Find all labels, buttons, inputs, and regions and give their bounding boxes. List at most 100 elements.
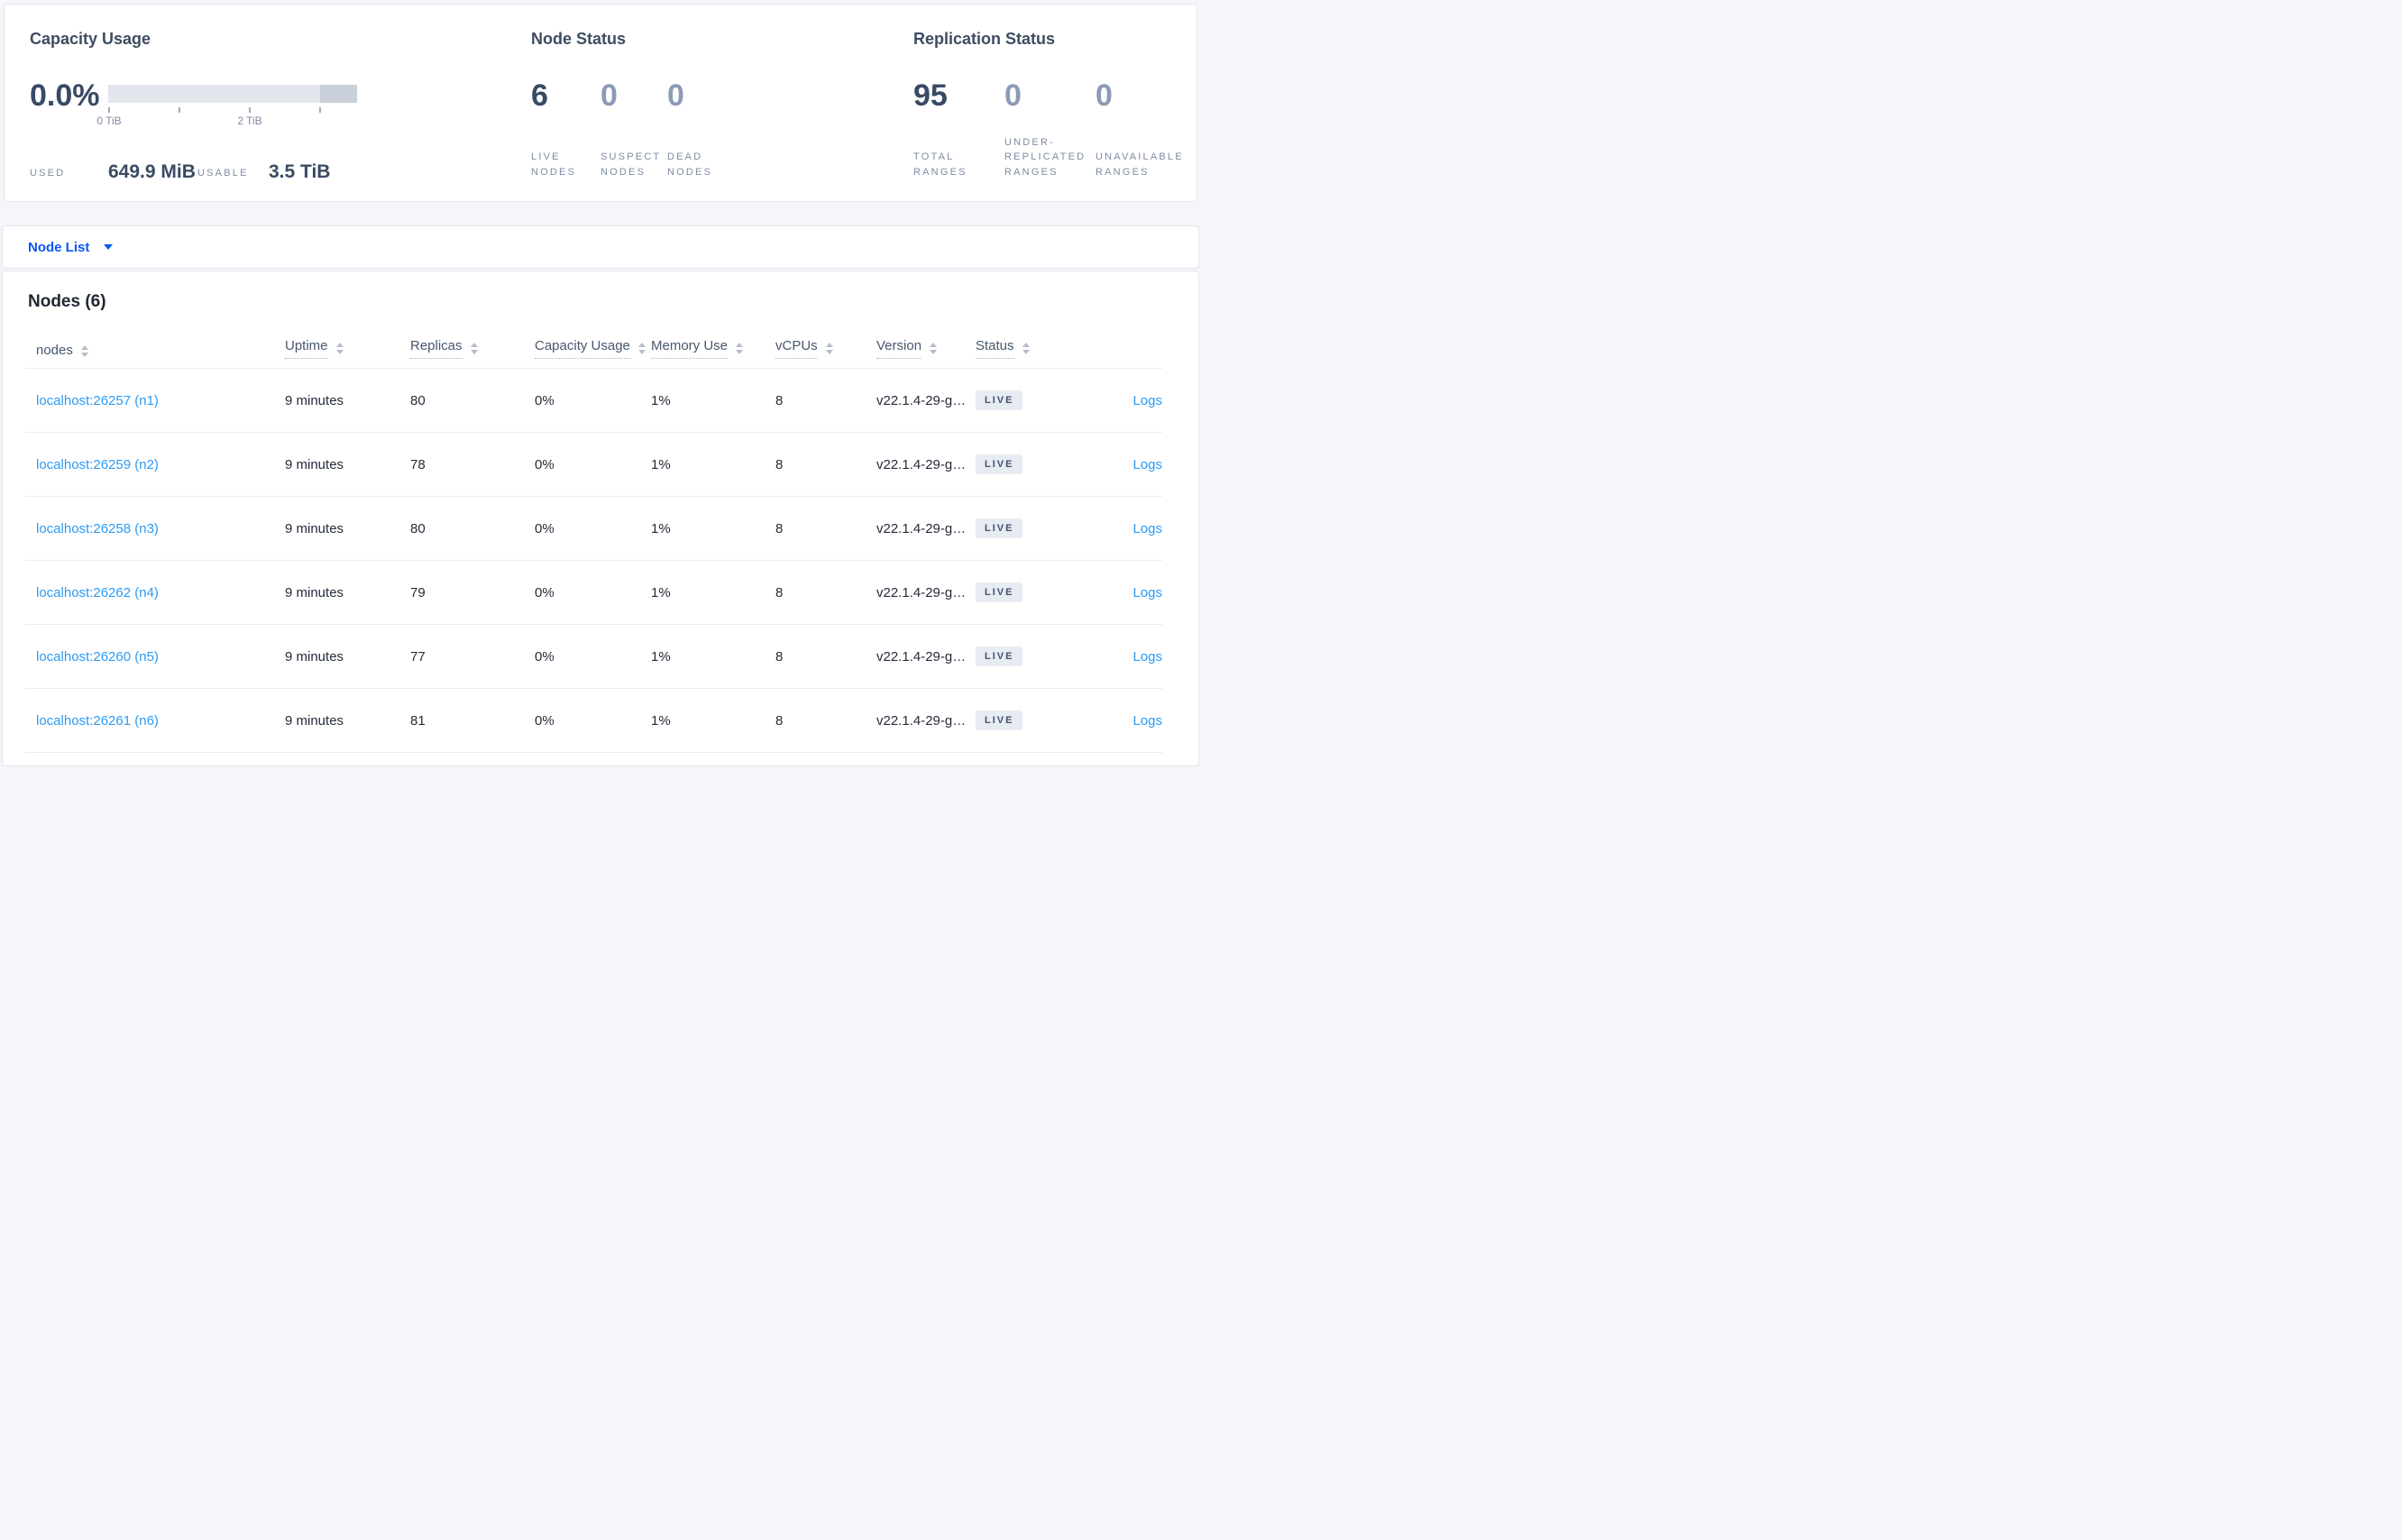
sort-icon [736,343,744,354]
total-ranges-value: 95 [913,78,948,113]
capacity-gauge: 0 TiB 2 TiB [96,85,357,127]
capacity-gauge-bar [108,85,357,103]
sort-icon [335,343,344,354]
sort-icon [1022,343,1030,354]
nodes-table: nodes Uptime Replicas Capacity Usage Mem… [25,329,1162,753]
node-link[interactable]: localhost:26260 (n5) [36,648,159,665]
status-badge: LIVE [976,390,1023,410]
logs-link[interactable]: Logs [1132,584,1162,600]
memory-use-cell: 1% [651,520,671,536]
suspect-nodes-label: SUSPECT NODES [600,151,662,178]
status-badge: LIVE [976,518,1023,538]
memory-use-cell: 1% [651,456,671,472]
version-cell: v22.1.4-29-g… [876,584,967,600]
column-header-capacity-usage[interactable]: Capacity Usage [535,338,651,359]
under-replicated-ranges-value: 0 [1004,78,1022,113]
status-badge: LIVE [976,454,1023,474]
node-link[interactable]: localhost:26262 (n4) [36,584,159,600]
overview-page: Capacity Usage 0.0% 0 TiB 2 TiB USED 649… [0,0,1201,770]
capacity-usage-cell: 0% [535,392,555,408]
total-ranges-label: TOTAL RANGES [913,151,967,178]
dead-nodes-value: 0 [667,78,684,113]
nodes-title: Nodes (6) [28,292,106,311]
capacity-usage-cell: 0% [535,456,555,472]
status-badge: LIVE [976,646,1023,666]
chevron-down-icon [104,244,114,250]
vcpus-cell: 8 [775,456,784,472]
column-header-replicas[interactable]: Replicas [410,338,535,359]
under-replicated-ranges-metric: 0 UNDER- REPLICATED RANGES [1004,80,1113,179]
memory-use-cell: 1% [651,392,671,408]
logs-link[interactable]: Logs [1132,520,1162,536]
vcpus-cell: 8 [775,392,784,408]
live-nodes-label: LIVE NODES [531,151,577,178]
node-link[interactable]: localhost:26257 (n1) [36,392,159,408]
table-row: localhost:26258 (n3) 9 minutes 80 0% 1% … [25,497,1162,561]
replicas-cell: 78 [410,456,426,472]
vcpus-cell: 8 [775,648,784,665]
column-header-status[interactable]: Status [976,338,1067,359]
unavailable-ranges-label: UNAVAILABLE RANGES [1096,151,1184,178]
column-header-nodes[interactable]: nodes [36,343,285,359]
status-badge: LIVE [976,710,1023,730]
node-list-dropdown-label: Node List [28,239,90,255]
replicas-cell: 77 [410,648,426,665]
status-badge: LIVE [976,582,1023,602]
version-cell: v22.1.4-29-g… [876,456,967,472]
sort-icon [637,343,646,354]
suspect-nodes-value: 0 [600,78,618,113]
axis-tick [319,107,321,113]
dead-nodes-metric: 0 DEAD NODES [667,80,775,179]
dead-nodes-label: DEAD NODES [667,151,713,178]
version-cell: v22.1.4-29-g… [876,520,967,536]
capacity-usage-cell: 0% [535,584,555,600]
unavailable-ranges-metric: 0 UNAVAILABLE RANGES [1096,80,1201,179]
node-link[interactable]: localhost:26261 (n6) [36,712,159,729]
vcpus-cell: 8 [775,584,784,600]
cluster-summary-card: Capacity Usage 0.0% 0 TiB 2 TiB USED 649… [4,4,1197,202]
view-selector-card: Node List [2,225,1199,269]
node-status-title: Node Status [531,30,627,48]
uptime-cell: 9 minutes [285,584,344,600]
column-header-uptime[interactable]: Uptime [285,338,410,359]
logs-link[interactable]: Logs [1132,392,1162,408]
axis-tick [179,107,180,113]
capacity-usage-cell: 0% [535,712,555,729]
replicas-cell: 81 [410,712,426,729]
replicas-cell: 80 [410,392,426,408]
node-link[interactable]: localhost:26259 (n2) [36,456,159,472]
column-header-version[interactable]: Version [876,338,976,359]
table-row: localhost:26262 (n4) 9 minutes 79 0% 1% … [25,561,1162,625]
axis-tick [108,107,110,113]
column-header-memory-use[interactable]: Memory Use [651,338,775,359]
used-label: USED [30,168,66,179]
axis-tick [249,107,251,113]
replicas-cell: 79 [410,584,426,600]
logs-link[interactable]: Logs [1132,456,1162,472]
uptime-cell: 9 minutes [285,456,344,472]
capacity-usage-values: USED 649.9 MiB USABLE 3.5 TiB [30,161,390,181]
uptime-cell: 9 minutes [285,520,344,536]
replicas-cell: 80 [410,520,426,536]
node-link[interactable]: localhost:26258 (n3) [36,520,159,536]
uptime-cell: 9 minutes [285,392,344,408]
table-row: localhost:26261 (n6) 9 minutes 81 0% 1% … [25,689,1162,753]
table-row: localhost:26260 (n5) 9 minutes 77 0% 1% … [25,625,1162,689]
sort-icon [825,343,833,354]
table-row: localhost:26257 (n1) 9 minutes 80 0% 1% … [25,369,1162,433]
vcpus-cell: 8 [775,520,784,536]
axis-tick-label: 0 TiB [96,115,122,127]
sort-icon [930,343,938,354]
node-list-dropdown[interactable]: Node List [3,226,165,268]
column-header-vcpus[interactable]: vCPUs [775,338,876,359]
nodes-panel: Nodes (6) nodes Uptime Replicas Capacity… [2,270,1199,766]
under-replicated-ranges-label: UNDER- REPLICATED RANGES [1004,136,1086,178]
suspect-nodes-metric: 0 SUSPECT NODES [600,80,709,179]
version-cell: v22.1.4-29-g… [876,392,967,408]
capacity-gauge-reserved-segment [320,85,357,103]
logs-link[interactable]: Logs [1132,712,1162,729]
usable-label: USABLE [197,168,249,179]
vcpus-cell: 8 [775,712,784,729]
logs-link[interactable]: Logs [1132,648,1162,665]
total-ranges-metric: 95 TOTAL RANGES [913,80,1022,179]
